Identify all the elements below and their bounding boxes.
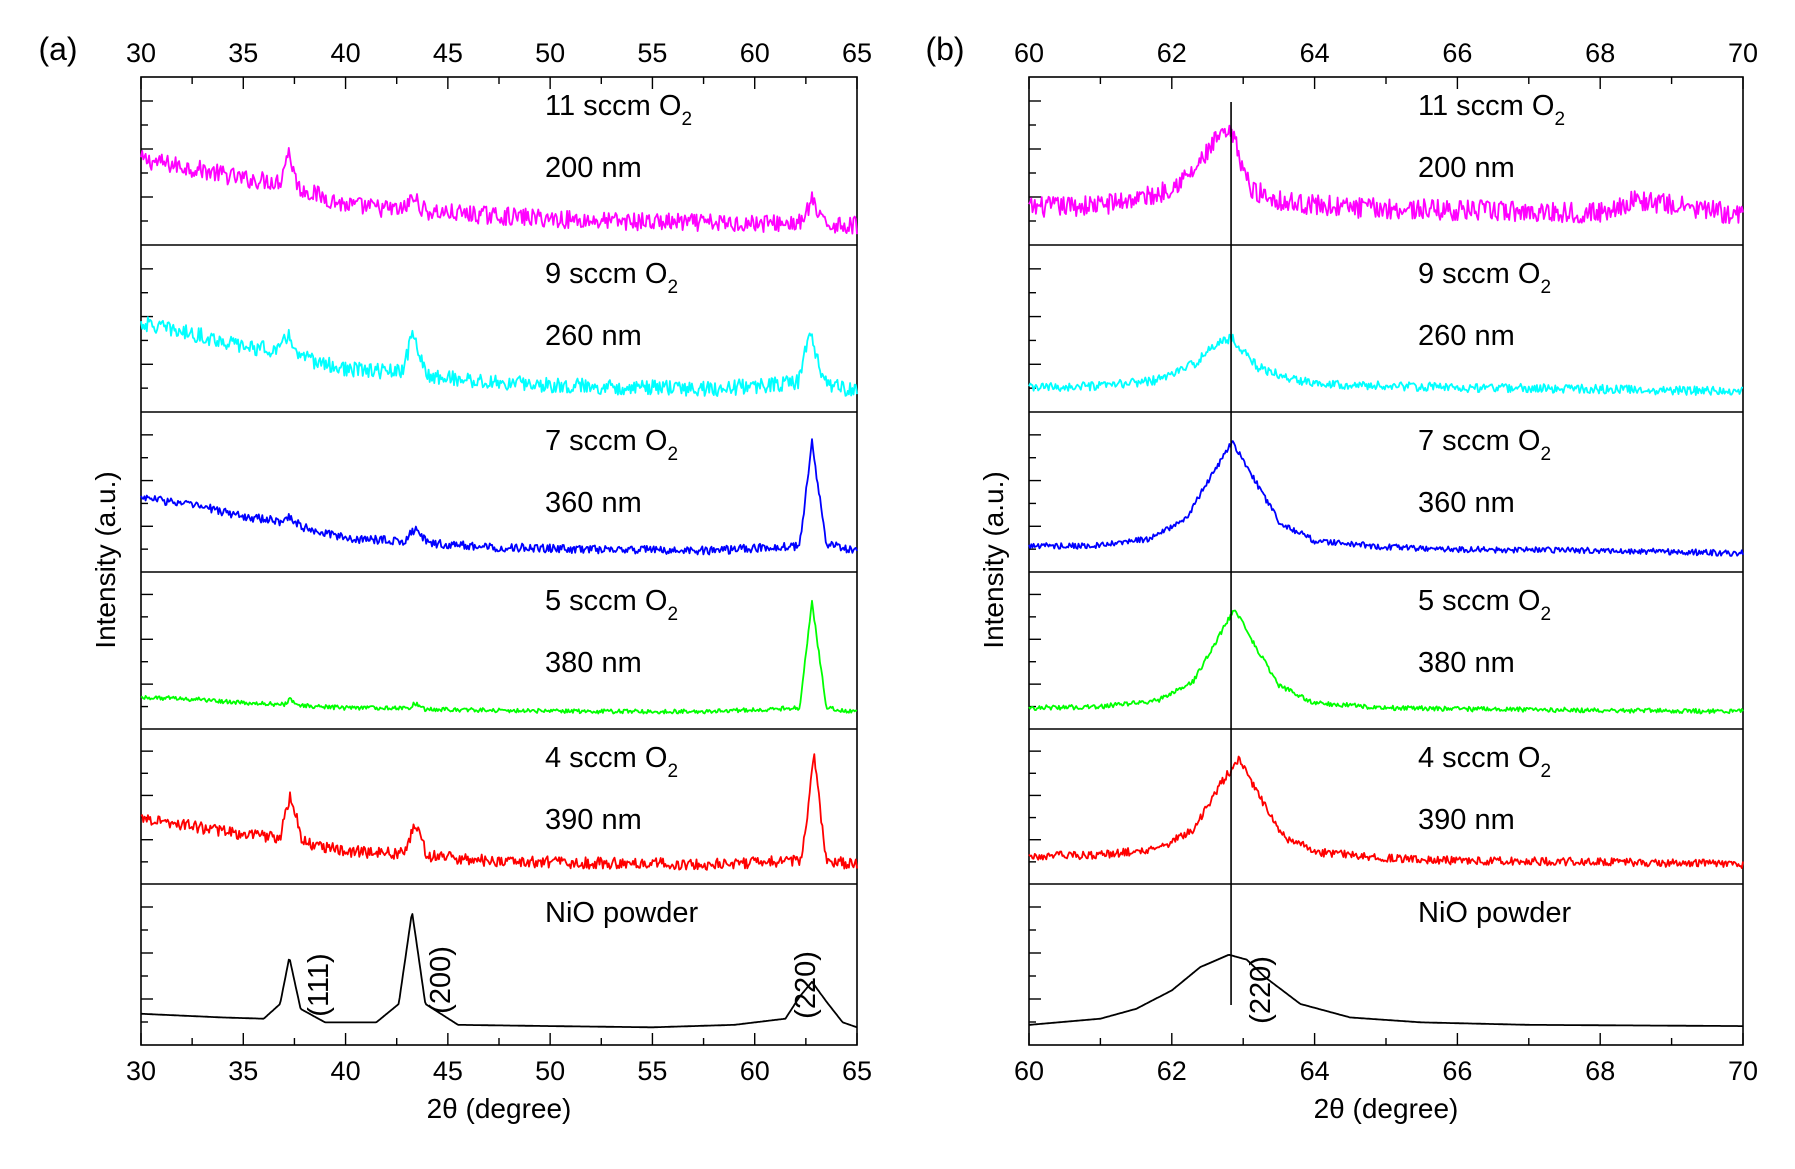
- series-line: [1028, 440, 1744, 557]
- thickness-label: 380 nm: [545, 647, 642, 679]
- series-label: 9 sccm O2: [545, 258, 678, 298]
- x-tick-label-top: 65: [842, 38, 872, 68]
- x-axis-label: 2θ (degree): [1314, 1093, 1459, 1124]
- peak-label: (220): [790, 951, 822, 1019]
- series-line: [140, 753, 858, 871]
- series-line: [140, 599, 858, 715]
- series-label: 4 sccm O2: [1418, 742, 1551, 782]
- x-tick-label: 70: [1728, 1056, 1758, 1086]
- thickness-label: 200 nm: [1418, 152, 1515, 184]
- series-label: NiO powder: [1418, 897, 1571, 929]
- series-line: [1029, 954, 1743, 1027]
- x-tick-label-top: 68: [1585, 38, 1615, 68]
- series-label-subscript: 2: [1540, 761, 1551, 782]
- thickness-label: 390 nm: [545, 804, 642, 836]
- peak-label: (200): [425, 946, 457, 1014]
- x-tick-label-top: 70: [1728, 38, 1758, 68]
- thickness-label: 260 nm: [1418, 320, 1515, 352]
- y-axis-label: Intensity (a.u.): [90, 471, 121, 648]
- series-label: 7 sccm O2: [1418, 425, 1551, 465]
- plot-frame: [1028, 76, 1744, 1046]
- x-tick-label-top: 40: [331, 38, 361, 68]
- thickness-label: 260 nm: [545, 320, 642, 352]
- series-label-subscript: 2: [1540, 277, 1551, 298]
- series-line: [1028, 609, 1744, 715]
- chart-panel-b: (b) Intensity (a.u.) 60 60 62 62 64 64 66 66 68 68 7…: [925, 31, 1758, 1124]
- panel-label: (a): [38, 31, 77, 67]
- x-tick-label-top: 62: [1157, 38, 1187, 68]
- x-tick-label-top: 45: [433, 38, 463, 68]
- series-line: [140, 438, 858, 556]
- y-axis-label: Intensity (a.u.): [978, 471, 1009, 648]
- series-line: [1028, 124, 1744, 225]
- chart-panel-a: (a) Intensity (a.u.) 30 30 35 35 40 40 45 45 50 50 5…: [38, 31, 872, 1124]
- series-line: [1028, 333, 1743, 396]
- x-tick-label: 55: [637, 1056, 667, 1086]
- peak-label: (111): [303, 953, 335, 1016]
- x-axis-label: 2θ (degree): [427, 1093, 572, 1124]
- series-label: 5 sccm O2: [1418, 585, 1551, 625]
- x-tick-label: 60: [1014, 1056, 1044, 1086]
- x-tick-label-top: 30: [126, 38, 156, 68]
- series-label: NiO powder: [545, 897, 698, 929]
- series-line: [1028, 755, 1744, 869]
- series-label-subscript: 2: [681, 109, 692, 130]
- series-line: [140, 316, 858, 397]
- thickness-label: 200 nm: [545, 152, 642, 184]
- series-label-subscript: 2: [1540, 444, 1551, 465]
- series-label: 5 sccm O2: [545, 585, 678, 625]
- series-label-subscript: 2: [667, 277, 678, 298]
- x-tick-label: 65: [842, 1056, 872, 1086]
- x-tick-label-top: 50: [535, 38, 565, 68]
- thickness-label: 380 nm: [1418, 647, 1515, 679]
- x-tick-label-top: 35: [228, 38, 258, 68]
- x-tick-label-top: 64: [1300, 38, 1330, 68]
- series-label: 4 sccm O2: [545, 742, 678, 782]
- series-label-subscript: 2: [1540, 604, 1551, 625]
- x-tick-label: 66: [1442, 1056, 1472, 1086]
- series-label: 11 sccm O2: [545, 90, 692, 130]
- thickness-label: 360 nm: [1418, 487, 1515, 519]
- series-label-subscript: 2: [1554, 109, 1565, 130]
- series-line: [141, 913, 858, 1029]
- series-label-subscript: 2: [667, 444, 678, 465]
- thickness-label: 390 nm: [1418, 804, 1515, 836]
- panel-label: (b): [925, 31, 964, 67]
- series-label-subscript: 2: [667, 761, 678, 782]
- x-tick-label-top: 66: [1442, 38, 1472, 68]
- thickness-label: 360 nm: [545, 487, 642, 519]
- x-tick-label: 62: [1157, 1056, 1187, 1086]
- x-tick-label-top: 60: [740, 38, 770, 68]
- x-tick-label: 50: [535, 1056, 565, 1086]
- series-label: 7 sccm O2: [545, 425, 678, 465]
- series-label: 11 sccm O2: [1418, 90, 1565, 130]
- series-label: 9 sccm O2: [1418, 258, 1551, 298]
- series-line: [140, 147, 858, 235]
- x-tick-label: 68: [1585, 1056, 1615, 1086]
- series-label-subscript: 2: [667, 604, 678, 625]
- peak-label: (220): [1245, 956, 1277, 1024]
- x-tick-label-top: 55: [637, 38, 667, 68]
- x-tick-label: 40: [331, 1056, 361, 1086]
- x-tick-label-top: 60: [1014, 38, 1044, 68]
- x-tick-label: 30: [126, 1056, 156, 1086]
- x-tick-label: 64: [1300, 1056, 1330, 1086]
- x-tick-label: 45: [433, 1056, 463, 1086]
- x-tick-label: 35: [228, 1056, 258, 1086]
- x-tick-label: 60: [740, 1056, 770, 1086]
